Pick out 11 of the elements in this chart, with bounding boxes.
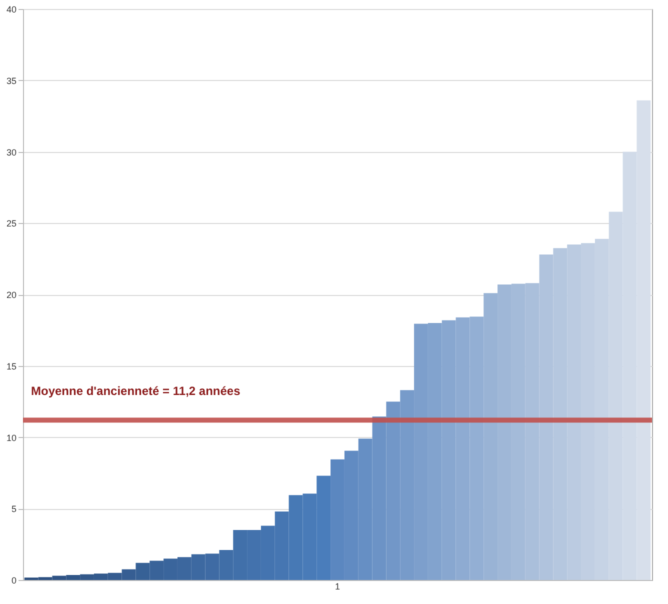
y-tick-label: 25 xyxy=(6,218,16,229)
ref-line-label: Moyenne d'ancienneté = 11,2 années xyxy=(31,384,241,398)
y-tick-label: 0 xyxy=(11,576,16,586)
y-tick-label: 5 xyxy=(11,504,16,514)
y-tick-label: 30 xyxy=(6,147,16,158)
y-tick-label: 10 xyxy=(6,432,16,443)
y-tick-label: 40 xyxy=(6,4,16,14)
y-tick-label: 20 xyxy=(6,290,16,300)
y-tick-label: 15 xyxy=(6,361,16,372)
x-tick-label: 1 xyxy=(334,582,340,592)
y-tick-label: 35 xyxy=(6,76,16,86)
